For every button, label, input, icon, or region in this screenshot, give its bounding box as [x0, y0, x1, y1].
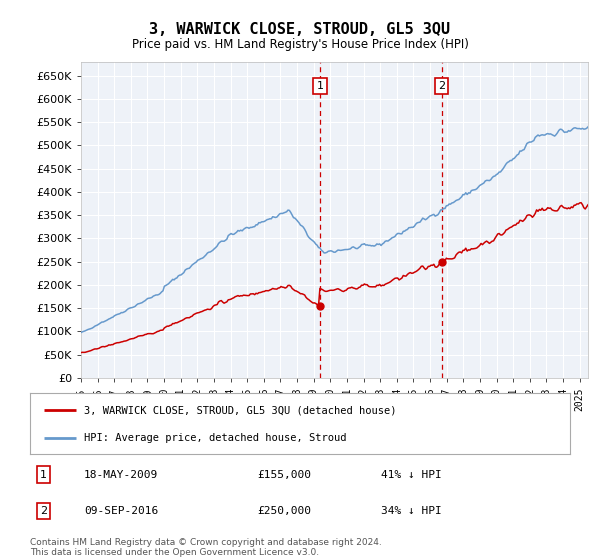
Text: 09-SEP-2016: 09-SEP-2016: [84, 506, 158, 516]
Text: Contains HM Land Registry data © Crown copyright and database right 2024.
This d: Contains HM Land Registry data © Crown c…: [30, 538, 382, 557]
Text: HPI: Average price, detached house, Stroud: HPI: Average price, detached house, Stro…: [84, 433, 347, 443]
Text: 3, WARWICK CLOSE, STROUD, GL5 3QU (detached house): 3, WARWICK CLOSE, STROUD, GL5 3QU (detac…: [84, 405, 397, 415]
Text: 1: 1: [40, 470, 47, 479]
Text: Price paid vs. HM Land Registry's House Price Index (HPI): Price paid vs. HM Land Registry's House …: [131, 38, 469, 50]
Text: £250,000: £250,000: [257, 506, 311, 516]
Text: £155,000: £155,000: [257, 470, 311, 479]
Text: 34% ↓ HPI: 34% ↓ HPI: [381, 506, 442, 516]
Text: 41% ↓ HPI: 41% ↓ HPI: [381, 470, 442, 479]
Text: 1: 1: [317, 81, 323, 91]
Text: 18-MAY-2009: 18-MAY-2009: [84, 470, 158, 479]
Text: 2: 2: [40, 506, 47, 516]
Text: 2: 2: [438, 81, 445, 91]
Text: 3, WARWICK CLOSE, STROUD, GL5 3QU: 3, WARWICK CLOSE, STROUD, GL5 3QU: [149, 22, 451, 38]
